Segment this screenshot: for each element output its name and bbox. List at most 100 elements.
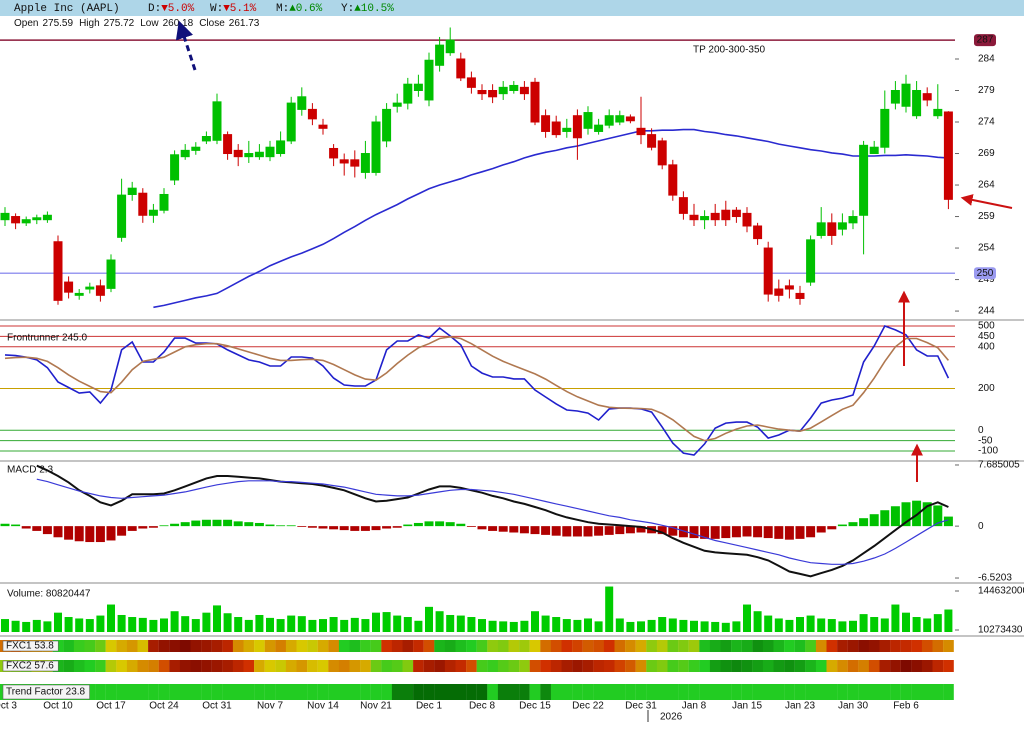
x-tick-label: Oct 17: [96, 701, 126, 712]
heat-cell: [603, 684, 615, 700]
heat-cell: [211, 684, 223, 700]
heat-cell: [805, 660, 816, 672]
volume-bar: [414, 620, 423, 632]
heat-cell: [784, 660, 795, 672]
heat-cell: [709, 640, 721, 652]
change-label: Y:: [341, 3, 354, 15]
candle-body: [191, 146, 201, 151]
volume-bar: [372, 612, 380, 632]
heat-cell: [837, 684, 848, 700]
histogram-bar: [562, 526, 572, 537]
heat-cell: [307, 640, 318, 652]
volume-bar: [637, 621, 645, 632]
heat-cell: [529, 660, 541, 672]
volume-bar: [520, 620, 529, 632]
heat-cell: [678, 684, 689, 700]
heat-cell: [95, 660, 106, 672]
histogram-bar: [223, 519, 233, 527]
histogram-bar: [710, 526, 720, 539]
heat-cell: [794, 660, 806, 672]
heat-cell: [201, 684, 212, 700]
histogram-bar: [339, 526, 349, 531]
heat-cell: [943, 684, 954, 700]
heat-cell: [402, 660, 414, 672]
candle-body: [763, 247, 773, 295]
candle-body: [318, 124, 328, 129]
heat-cell: [476, 660, 488, 672]
heat-cell: [879, 640, 891, 652]
heat-cell: [572, 640, 583, 652]
histogram-bar: [403, 524, 413, 527]
x-tick-label: Nov 14: [307, 701, 339, 712]
heat-cell: [476, 684, 488, 700]
heat-cell: [900, 684, 912, 700]
candle-body: [276, 140, 286, 155]
heat-cell: [116, 660, 127, 672]
candle-body: [753, 225, 763, 240]
heat-cell: [126, 660, 138, 672]
histogram-bar: [254, 522, 264, 527]
y-tick-label: 259: [978, 211, 995, 222]
volume-bar: [160, 618, 168, 632]
heat-cell: [211, 640, 223, 652]
heat-cell: [932, 660, 944, 672]
volume-bar: [891, 604, 900, 632]
heat-label: Trend Factor 23.8: [6, 687, 86, 698]
histogram-bar: [869, 514, 879, 527]
moving-average: [153, 128, 949, 309]
volume-bar: [75, 618, 84, 632]
volume-bar: [32, 619, 41, 632]
heat-cell: [593, 684, 604, 700]
volume-bar: [54, 612, 62, 632]
candle-body: [943, 111, 953, 200]
candle-body: [615, 115, 625, 123]
volume-bar: [340, 619, 349, 632]
volume-bar: [711, 621, 720, 632]
heat-cell: [63, 640, 74, 652]
volume-bar: [584, 618, 592, 632]
candle-body: [170, 154, 180, 181]
heat-cell: [837, 640, 848, 652]
heat-cell: [434, 640, 445, 652]
heat-cell: [826, 684, 838, 700]
heat-cell: [635, 684, 647, 700]
heat-cell: [858, 640, 869, 652]
volume-bar: [509, 621, 518, 632]
histogram-bar: [901, 502, 911, 527]
heat-cell: [540, 660, 551, 672]
heat-cell: [847, 660, 859, 672]
heat-cell: [805, 640, 816, 652]
histogram-bar: [318, 526, 328, 529]
heat-cell: [402, 684, 414, 700]
heat-cell: [349, 660, 361, 672]
change-value: ▲0.6%: [289, 3, 322, 15]
candle-body: [498, 86, 508, 95]
heat-cell: [201, 660, 212, 672]
heat-cell: [466, 660, 477, 672]
candle-body: [869, 146, 879, 155]
candle-body: [106, 259, 116, 289]
candle-body: [880, 108, 890, 148]
heat-cell: [190, 640, 202, 652]
volume-bar: [944, 609, 953, 632]
heat-cell: [529, 640, 541, 652]
heat-cell: [275, 684, 286, 700]
candle-body: [95, 285, 105, 296]
heat-cell: [561, 660, 573, 672]
heat-cell: [444, 684, 456, 700]
histogram-bar: [488, 526, 498, 531]
top-bar: [0, 0, 1024, 16]
heat-cell: [232, 660, 244, 672]
heat-cell: [391, 640, 403, 652]
x-tick-label: Jan 23: [785, 701, 815, 712]
candle-body: [488, 89, 498, 98]
candle-body: [64, 281, 74, 293]
level-box: [974, 34, 996, 47]
x-tick-label: Oct 3: [0, 701, 17, 712]
heat-cell: [519, 640, 530, 652]
candle-body: [477, 89, 487, 95]
heat-cell: [137, 684, 149, 700]
heat-cell: [264, 640, 276, 652]
heat-label: FXC2 57.6: [6, 661, 54, 672]
candle-body: [371, 121, 381, 173]
